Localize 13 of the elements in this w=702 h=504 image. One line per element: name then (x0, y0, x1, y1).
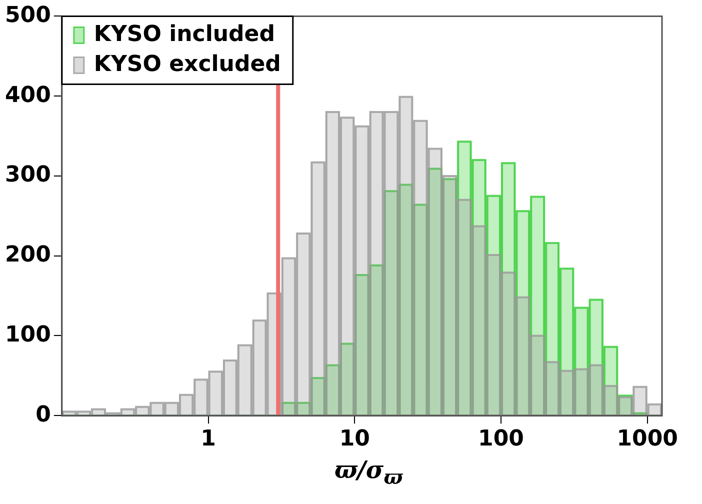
y-tick-label: 0 (36, 402, 51, 428)
x-tick-label: 1 (200, 426, 216, 452)
legend-label: KYSO included (94, 22, 275, 47)
x-tick-label: 100 (478, 426, 524, 452)
x-tick-label: 10 (339, 426, 370, 452)
legend-label: KYSO excluded (94, 52, 281, 77)
y-tick-label: 100 (4, 322, 51, 348)
y-tick-label: 400 (4, 82, 51, 108)
y-tick-label: 500 (4, 2, 51, 28)
y-tick-label: 300 (4, 162, 51, 188)
y-tick-label: 200 (4, 242, 51, 268)
x-axis-title: ϖ/σ$_{ϖ}$ (333, 455, 404, 489)
x-tick-label: 1000 (616, 426, 678, 452)
